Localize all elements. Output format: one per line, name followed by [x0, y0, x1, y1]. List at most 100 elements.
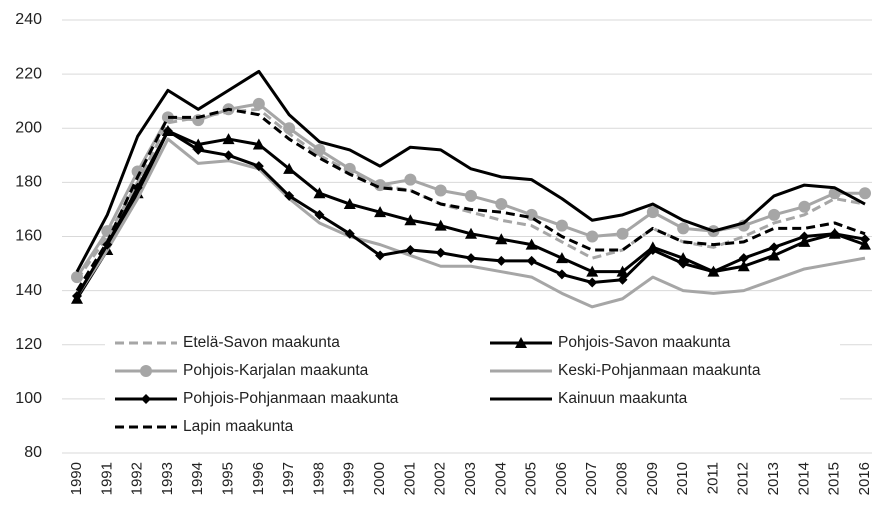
- point: [405, 245, 416, 256]
- point: [586, 265, 599, 277]
- series-line: [75, 69, 866, 273]
- point: [708, 266, 719, 277]
- point: [860, 234, 870, 245]
- point: [313, 143, 326, 156]
- x-tick-label: 1991: [98, 462, 115, 495]
- x-tick-label: 2010: [674, 462, 691, 495]
- point: [374, 206, 387, 218]
- legend-label: Pohjois-Karjalan maakunta: [183, 362, 369, 379]
- x-tick-label: 1998: [310, 462, 327, 495]
- point: [647, 245, 658, 256]
- point: [616, 227, 629, 240]
- y-tick-label: 120: [15, 336, 42, 353]
- x-tick-label: 2005: [523, 462, 540, 495]
- legend-label: Pohjois-Pohjanmaan maakunta: [183, 390, 399, 407]
- point: [677, 222, 690, 235]
- legend-box: [105, 323, 840, 447]
- point: [284, 190, 295, 201]
- point: [556, 269, 567, 280]
- x-tick-label: 1994: [189, 462, 206, 495]
- x-tick-label: 2014: [795, 462, 812, 495]
- point: [435, 247, 446, 258]
- point: [466, 253, 476, 264]
- point: [646, 206, 659, 219]
- legend-label: Lapin maakunta: [183, 418, 294, 435]
- series-line: [75, 129, 866, 300]
- point: [313, 187, 326, 199]
- x-tick-label: 1999: [341, 462, 358, 495]
- point: [223, 150, 234, 161]
- x-tick-label: 2011: [704, 462, 721, 494]
- y-tick-label: 240: [15, 11, 42, 28]
- point: [677, 252, 690, 264]
- point: [586, 230, 599, 243]
- x-tick-label: 2015: [826, 462, 843, 495]
- point: [222, 133, 235, 145]
- x-tick-label: 2003: [462, 462, 479, 495]
- point: [404, 214, 417, 226]
- legend-marker: [515, 337, 527, 348]
- point: [72, 291, 82, 302]
- point: [616, 265, 629, 277]
- point: [101, 225, 114, 238]
- point: [495, 198, 508, 211]
- x-tick-label: 1993: [159, 462, 176, 495]
- y-tick-label: 140: [15, 282, 42, 299]
- point: [161, 111, 174, 124]
- x-tick-label: 2007: [583, 462, 600, 495]
- x-tick-label: 2006: [553, 462, 570, 495]
- point: [375, 250, 386, 261]
- x-tick-label: 2016: [856, 462, 872, 495]
- point: [769, 242, 780, 253]
- x-tick-label: 2008: [614, 462, 631, 495]
- point: [496, 255, 507, 266]
- point: [829, 228, 840, 239]
- point: [465, 189, 477, 202]
- x-tick-label: 2012: [735, 462, 752, 495]
- y-tick-label: 160: [15, 228, 42, 245]
- series-line: [75, 107, 866, 281]
- x-tick-label: 2000: [371, 462, 388, 495]
- point: [465, 227, 477, 239]
- point: [343, 198, 356, 210]
- series-line: [75, 129, 866, 297]
- x-tick-label: 1992: [129, 462, 146, 495]
- point: [404, 173, 417, 186]
- x-tick-label: 1990: [68, 462, 85, 495]
- point: [434, 184, 447, 197]
- point: [587, 277, 598, 288]
- point: [555, 219, 568, 232]
- x-tick-label: 2001: [401, 462, 418, 495]
- legend: Etelä-Savon maakunta Pohjois-Savon maakun…: [105, 323, 840, 447]
- series-line: [75, 107, 866, 292]
- point: [253, 161, 264, 172]
- y-tick-label: 180: [15, 174, 42, 191]
- point: [434, 219, 447, 231]
- point: [283, 162, 296, 174]
- point: [768, 249, 781, 261]
- point: [252, 138, 265, 150]
- point: [162, 125, 173, 136]
- series-line: [75, 137, 866, 309]
- point: [525, 238, 538, 250]
- point: [283, 122, 296, 135]
- point: [314, 209, 325, 220]
- point: [768, 208, 781, 221]
- point: [102, 239, 113, 250]
- point: [193, 144, 204, 155]
- x-tick-label: 1995: [220, 462, 237, 495]
- x-tick-label: 2002: [432, 462, 449, 495]
- legend-label: Pohjois-Savon maakunta: [558, 334, 731, 351]
- x-tick-label: 2004: [492, 462, 509, 495]
- point: [617, 274, 628, 285]
- legend-label: Kainuun maakunta: [558, 390, 688, 407]
- point: [344, 228, 355, 239]
- y-tick-label: 200: [15, 119, 42, 136]
- point: [859, 187, 871, 200]
- point: [131, 165, 144, 178]
- x-tick-label: 2013: [765, 462, 782, 495]
- point: [252, 97, 265, 110]
- point: [495, 233, 508, 245]
- point: [799, 231, 810, 242]
- x-tick-label: 1997: [280, 462, 297, 495]
